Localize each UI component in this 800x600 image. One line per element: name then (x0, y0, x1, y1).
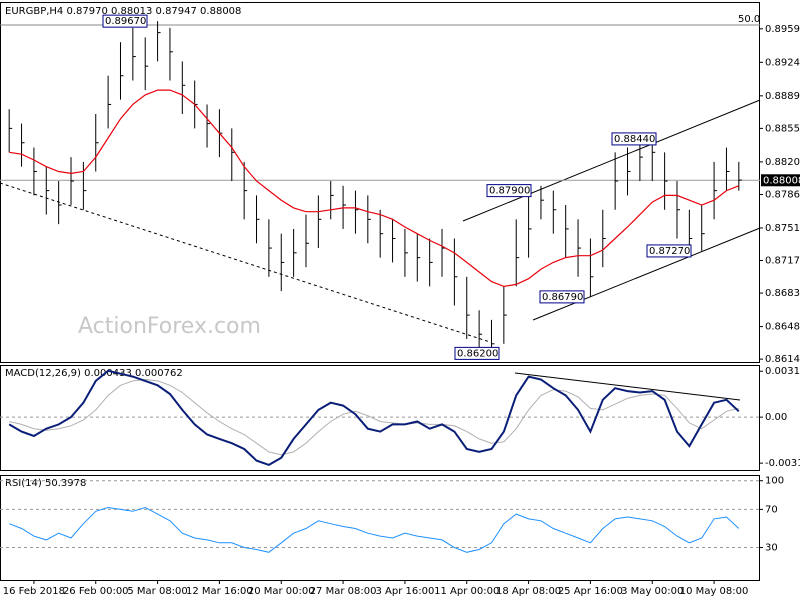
x-tick-label: 3 May 00:00 (621, 586, 683, 597)
y-tick-label: 0.003169 (765, 366, 800, 377)
annotation-label: 0.89670 (105, 16, 146, 27)
series-line (8, 369, 740, 466)
annotation-label: 0.86790 (542, 292, 583, 303)
annotation-box (539, 290, 585, 304)
x-tick-label: 26 Feb 00:00 (63, 586, 129, 597)
channel-upper (462, 99, 761, 222)
x-tick-label: 27 Mar 08:00 (310, 586, 377, 597)
annotation-label: 0.87900 (489, 186, 530, 197)
last-price-box (761, 174, 800, 187)
price-panel (0, 2, 760, 363)
macd-title: MACD(12,26,9) 0.000433 0.000762 (5, 368, 183, 379)
x-tick-label: 10 May 08:00 (680, 586, 749, 597)
x-tick-label: 18 Apr 08:00 (496, 586, 561, 597)
y-tick-label: 70 (765, 504, 778, 515)
y-tick-label: 30 (765, 543, 778, 554)
annotation-box (102, 14, 148, 28)
annotation-box (646, 244, 692, 258)
y-tick-label: -0.003177 (765, 458, 800, 469)
series-line (9, 506, 740, 553)
macd-trendline (514, 372, 741, 401)
x-tick-label: 12 Mar 16:00 (186, 586, 253, 597)
series-line (9, 378, 739, 456)
rsi-panel (0, 475, 760, 581)
x-tick-label: 5 Mar 08:00 (127, 586, 187, 597)
x-tick-label: 16 Feb 2018 (3, 586, 65, 597)
y-tick-label: 100 (765, 476, 784, 487)
series-line (9, 89, 740, 288)
watermark: ActionForex.com (78, 314, 261, 339)
x-tick-label: 3 Apr 16:00 (375, 586, 434, 597)
macd-panel (0, 365, 760, 471)
price-title: EURGBP,H4 0.87970 0.88013 0.87947 0.8800… (5, 6, 241, 17)
annotation-box (454, 346, 500, 360)
rsi-title: RSI(14) 50.3978 (5, 478, 86, 489)
last-price-label: 0.88008 (763, 175, 800, 186)
x-tick-label: 20 Mar 00:00 (248, 586, 315, 597)
y-tick-label: 0.00 (765, 412, 787, 423)
annotation-label: 0.86200 (457, 348, 498, 359)
channel-lower (532, 227, 761, 321)
annotation-label: 0.88440 (614, 134, 655, 145)
fib-label: 50.0 (738, 14, 760, 25)
annotation-box (486, 184, 532, 198)
trendline (0, 182, 491, 343)
annotation-box (611, 132, 657, 146)
annotation-label: 0.87270 (649, 246, 690, 257)
x-tick-label: 11 Apr 00:00 (434, 586, 499, 597)
x-tick-label: 25 Apr 16:00 (558, 586, 623, 597)
